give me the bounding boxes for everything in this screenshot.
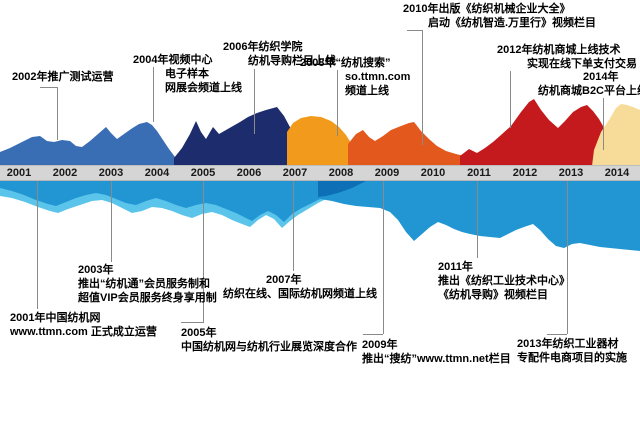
leader-2001 xyxy=(37,181,38,309)
annotation-bottom-2009-line1: 2009年 xyxy=(362,339,398,351)
mountain-yellow-2014 xyxy=(592,104,640,166)
annotation-bottom-2003-line2: 推出“纺机通”会员服务制和 xyxy=(78,278,210,290)
leader-2013-horizontal xyxy=(547,334,567,335)
leader-2013 xyxy=(567,181,568,334)
annotation-bottom-2013-line2: 专配件电商项目的实施 xyxy=(517,352,627,364)
year-label-2013: 2013 xyxy=(558,167,584,179)
leader-2010 xyxy=(422,30,423,145)
leader-2005-horizontal xyxy=(181,322,203,323)
leader-2007 xyxy=(293,181,294,271)
year-label-2014: 2014 xyxy=(604,167,630,179)
leader-2004 xyxy=(153,67,154,122)
year-label-2005: 2005 xyxy=(190,167,216,179)
leader-2012 xyxy=(510,71,511,128)
annotation-bottom-2003-line3: 超值VIP会员服务终身享用制 xyxy=(78,292,217,304)
annotation-bottom-2007-line1: 2007年 xyxy=(266,274,302,286)
annotation-top-2010-line1: 2010年出版《纺织机械企业大全》 xyxy=(403,3,571,15)
leader-2003 xyxy=(111,181,112,262)
leader-2014 xyxy=(603,98,604,150)
annotation-bottom-2011-line2: 推出《纺织工业技术中心》 xyxy=(438,275,570,287)
year-band: 2001 2002 2003 2004 2005 2006 2007 2008 … xyxy=(0,165,640,181)
annotation-bottom-2011-line1: 2011年 xyxy=(438,261,473,273)
mountain-darkred-2011-2013 xyxy=(460,99,606,166)
annotation-bottom-2003-line1: 2003年 xyxy=(78,264,114,276)
annotation-bottom-2001-line1: 2001年中国纺机网 xyxy=(10,312,101,324)
annotation-top-2002-line1: 2002年推广测试运营 xyxy=(12,71,114,83)
reflection-main-shape xyxy=(0,181,640,251)
year-label-2004: 2004 xyxy=(144,167,170,179)
year-label-2012: 2012 xyxy=(512,167,538,179)
leader-2011 xyxy=(477,181,478,258)
year-label-2003: 2003 xyxy=(98,167,124,179)
mountain-orange-2007 xyxy=(287,116,356,166)
year-label-2001: 2001 xyxy=(6,167,32,179)
year-label-2008: 2008 xyxy=(328,167,354,179)
mountain-blue-2001-2004 xyxy=(0,122,184,166)
leader-2008 xyxy=(337,70,338,136)
year-label-2006: 2006 xyxy=(236,167,262,179)
leader-2002 xyxy=(57,87,58,140)
annotation-bottom-2005-line2: 中国纺机网与纺机行业展览深度合作 xyxy=(181,341,357,353)
annotation-top-2014-line1: 2014年 xyxy=(583,71,619,83)
reflection-dark-wedge xyxy=(318,181,366,197)
annotation-top-2008-line1: 2008年“纺机搜索” xyxy=(300,57,391,69)
annotation-top-2004-line2: 电子样本 xyxy=(165,68,209,80)
annotation-top-2012-line2: 实现在线下单支付交易 xyxy=(527,58,637,70)
year-label-2010: 2010 xyxy=(420,167,446,179)
leader-2009 xyxy=(383,181,384,334)
leader-2005 xyxy=(203,181,204,323)
annotation-top-2010-line2: 启动《纺机智造.万里行》视频栏目 xyxy=(428,17,597,29)
annotation-top-2012-line1: 2012年纺机商城上线技术 xyxy=(497,44,621,56)
year-label-2011: 2011 xyxy=(467,167,491,179)
annotation-bottom-2011-line3: 《纺机导购》视频栏目 xyxy=(438,289,548,301)
annotation-bottom-2009-line2: 推出“搜纺”www.ttmn.net栏目 xyxy=(362,353,511,365)
annotation-bottom-2005-line1: 2005年 xyxy=(181,327,217,339)
leader-2009-horizontal xyxy=(363,334,383,335)
annotation-top-2004-line3: 网展会频道上线 xyxy=(165,82,242,94)
leader-2010-horizontal xyxy=(407,30,422,31)
annotation-bottom-2007-line2: 纺织在线、国际纺机网频道上线 xyxy=(223,288,377,300)
year-label-2007: 2007 xyxy=(282,167,308,179)
annotation-top-2004-line1: 2004年视频中心 xyxy=(133,54,213,66)
year-label-2009: 2009 xyxy=(374,167,400,179)
mountain-redorange-2008-2010 xyxy=(348,122,466,166)
annotation-top-2008-line2: so.ttmn.com xyxy=(345,71,411,83)
annotation-bottom-2013-line1: 2013年纺织工业器材 xyxy=(517,338,619,350)
annotation-bottom-2001-line2: www.ttmn.com 正式成立运营 xyxy=(10,326,157,338)
annotation-top-2014-line2: 纺机商城B2C平台上线 xyxy=(538,85,640,97)
year-label-2002: 2002 xyxy=(52,167,78,179)
mountain-navy-2005-2006 xyxy=(174,107,296,166)
annotation-top-2006-line1: 2006年纺织学院 xyxy=(223,41,303,53)
leader-2002-horizontal xyxy=(40,87,57,88)
leader-2006 xyxy=(254,69,255,134)
annotation-top-2008-line3: 频道上线 xyxy=(345,85,389,97)
annotation-top-2006-line2: 纺机导购栏目上线 xyxy=(248,55,336,67)
